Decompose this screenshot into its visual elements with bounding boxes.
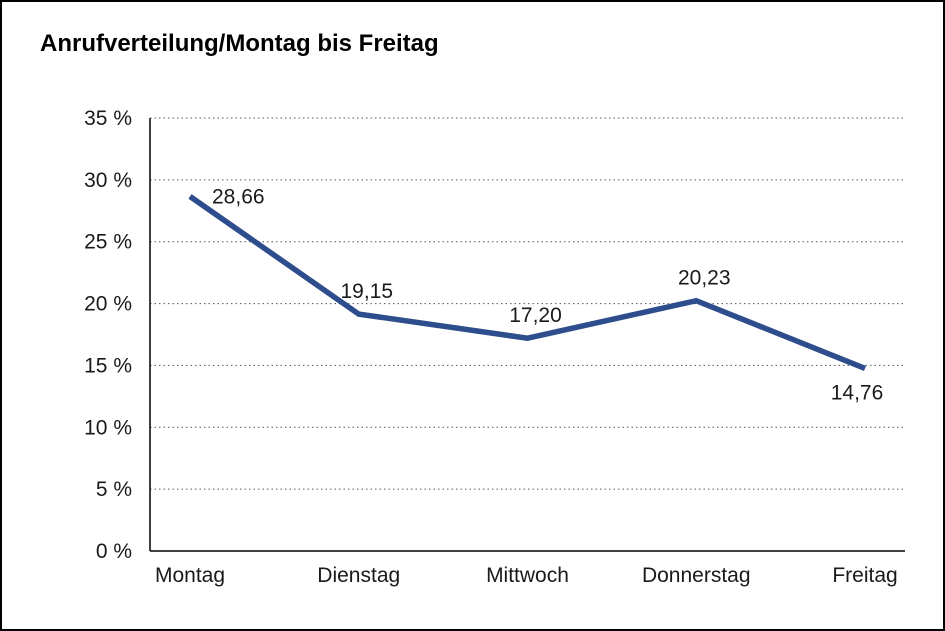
chart-title: Anrufverteilung/Montag bis Freitag — [40, 30, 439, 57]
y-tick-label: 30 % — [84, 169, 132, 192]
data-point-label: 19,15 — [340, 280, 393, 303]
data-point-label: 14,76 — [831, 381, 884, 404]
y-tick-label: 20 % — [84, 293, 132, 316]
y-tick-label: 35 % — [84, 107, 132, 130]
data-point-label: 28,66 — [212, 185, 265, 208]
y-tick-label: 0 % — [96, 540, 132, 563]
y-tick-label: 25 % — [84, 231, 132, 254]
x-axis-label: Dienstag — [317, 564, 400, 587]
y-tick-label: 5 % — [96, 478, 132, 501]
data-series-line — [188, 194, 867, 371]
x-axis-label: Donnerstag — [642, 564, 751, 587]
data-point-label: 20,23 — [678, 267, 731, 290]
x-axis-label: Montag — [155, 564, 225, 587]
data-point-label: 17,20 — [509, 304, 562, 327]
x-axis-label: Freitag — [832, 564, 897, 587]
x-axis-label: Mittwoch — [486, 564, 569, 587]
y-tick-label: 10 % — [84, 416, 132, 439]
y-tick-label: 15 % — [84, 354, 132, 377]
